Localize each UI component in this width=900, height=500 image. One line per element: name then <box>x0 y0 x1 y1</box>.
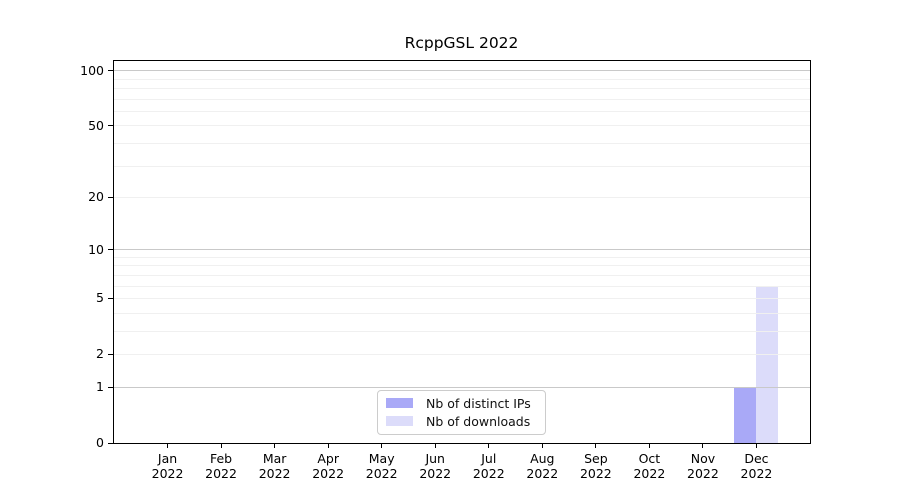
legend: Nb of distinct IPs Nb of downloads <box>377 390 546 435</box>
legend-item-downloads: Nb of downloads <box>386 413 535 429</box>
x-tick-mark <box>167 443 169 448</box>
x-tick-year: 2022 <box>472 466 505 481</box>
bar-downloads <box>756 286 779 443</box>
x-tick-label: Jul 2022 <box>459 451 519 481</box>
x-tick-mark <box>488 443 490 448</box>
x-tick-mark <box>381 443 383 448</box>
y-tick-label: 50 <box>88 117 104 133</box>
x-tick-month: Nov <box>690 451 716 466</box>
gridline-minor <box>114 265 810 267</box>
gridline-minor <box>114 98 810 100</box>
x-tick-label: Nov 2022 <box>673 451 733 481</box>
y-tick-mark <box>108 353 113 355</box>
y-tick-label: 1 <box>96 379 104 395</box>
x-tick-year: 2022 <box>205 466 237 481</box>
x-tick-year: 2022 <box>579 466 612 481</box>
gridline-minor <box>114 196 810 198</box>
gridline-minor <box>114 88 810 90</box>
x-tick-year: 2022 <box>312 466 345 481</box>
x-tick-month: May <box>368 451 395 466</box>
y-tick-label: 10 <box>88 241 104 257</box>
x-tick-year: 2022 <box>633 466 666 481</box>
legend-swatch-downloads <box>386 416 413 426</box>
gridline-major <box>114 70 810 72</box>
legend-swatch-distinct-ips <box>386 398 413 408</box>
x-tick-label: Feb 2022 <box>191 451 251 481</box>
x-tick-month: Oct <box>638 451 661 466</box>
y-tick-label: 5 <box>96 290 104 306</box>
x-tick-year: 2022 <box>151 466 184 481</box>
gridline-minor <box>114 330 810 332</box>
x-tick-month: Jul <box>481 451 497 466</box>
x-tick-month: Sep <box>584 451 608 466</box>
gridline-minor <box>114 312 810 314</box>
chart-title: RcppGSL 2022 <box>404 34 519 52</box>
x-tick-label: Sep 2022 <box>566 451 626 481</box>
x-tick-label: Jan 2022 <box>138 451 198 481</box>
x-tick-year: 2022 <box>687 466 719 481</box>
x-tick-mark <box>327 443 329 448</box>
legend-label-downloads: Nb of downloads <box>426 413 531 429</box>
gridline-minor <box>114 165 810 167</box>
y-tick-mark <box>108 386 113 388</box>
x-tick-mark <box>702 443 704 448</box>
gridline-minor <box>114 110 810 112</box>
x-tick-year: 2022 <box>740 466 773 481</box>
plot-area: Nb of distinct IPs Nb of downloads 0 1 2 5 1… <box>80 60 811 481</box>
gridline-major <box>114 386 810 388</box>
x-tick-month: Dec <box>744 451 769 466</box>
gridline-minor <box>114 285 810 287</box>
gridline-minor <box>114 125 810 127</box>
y-tick-mark <box>108 249 113 251</box>
x-tick-year: 2022 <box>526 466 559 481</box>
legend-item-distinct-ips: Nb of distinct IPs <box>386 395 535 411</box>
x-tick-month: Aug <box>530 451 555 466</box>
y-tick-mark <box>108 125 113 127</box>
x-tick-mark <box>274 443 276 448</box>
legend-label-distinct-ips: Nb of distinct IPs <box>426 395 531 411</box>
x-tick-label: Apr 2022 <box>298 451 358 481</box>
x-tick-mark <box>434 443 436 448</box>
x-tick-label: Jun 2022 <box>405 451 465 481</box>
x-tick-month: Apr <box>317 451 339 466</box>
x-tick-year: 2022 <box>258 466 291 481</box>
x-tick-month: Mar <box>262 451 287 466</box>
y-tick-label: 100 <box>80 62 104 78</box>
x-tick-mark <box>220 443 222 448</box>
x-tick-label: Aug 2022 <box>512 451 572 481</box>
gridline-minor <box>114 353 810 355</box>
x-tick-mark <box>541 443 543 448</box>
gridline-minor <box>114 142 810 144</box>
bar-distinct-ips <box>734 387 757 443</box>
y-tick-label: 20 <box>88 189 104 205</box>
y-tick-mark <box>108 70 113 72</box>
x-tick-year: 2022 <box>419 466 452 481</box>
y-tick-mark <box>108 442 113 444</box>
x-tick-month: Feb <box>209 451 233 466</box>
y-tick-label: 2 <box>96 346 104 362</box>
gridline-major <box>114 249 810 251</box>
x-tick-mark <box>595 443 597 448</box>
x-tick-mark <box>755 443 757 448</box>
x-tick-month: Jan <box>157 451 178 466</box>
gridline-minor <box>114 256 810 258</box>
x-tick-label: Mar 2022 <box>245 451 305 481</box>
y-tick-label: 0 <box>96 435 104 450</box>
gridline-minor <box>114 78 810 80</box>
y-tick-mark <box>108 196 113 198</box>
x-tick-mark <box>648 443 650 448</box>
y-tick-mark <box>108 297 113 299</box>
x-tick-label: Oct 2022 <box>619 451 679 481</box>
x-tick-label: Dec 2022 <box>726 451 786 481</box>
gridline-minor <box>114 297 810 299</box>
x-tick-year: 2022 <box>365 466 398 481</box>
x-tick-month: Jun <box>425 451 445 466</box>
x-tick-label: May 2022 <box>352 451 412 481</box>
gridline-minor <box>114 274 810 276</box>
